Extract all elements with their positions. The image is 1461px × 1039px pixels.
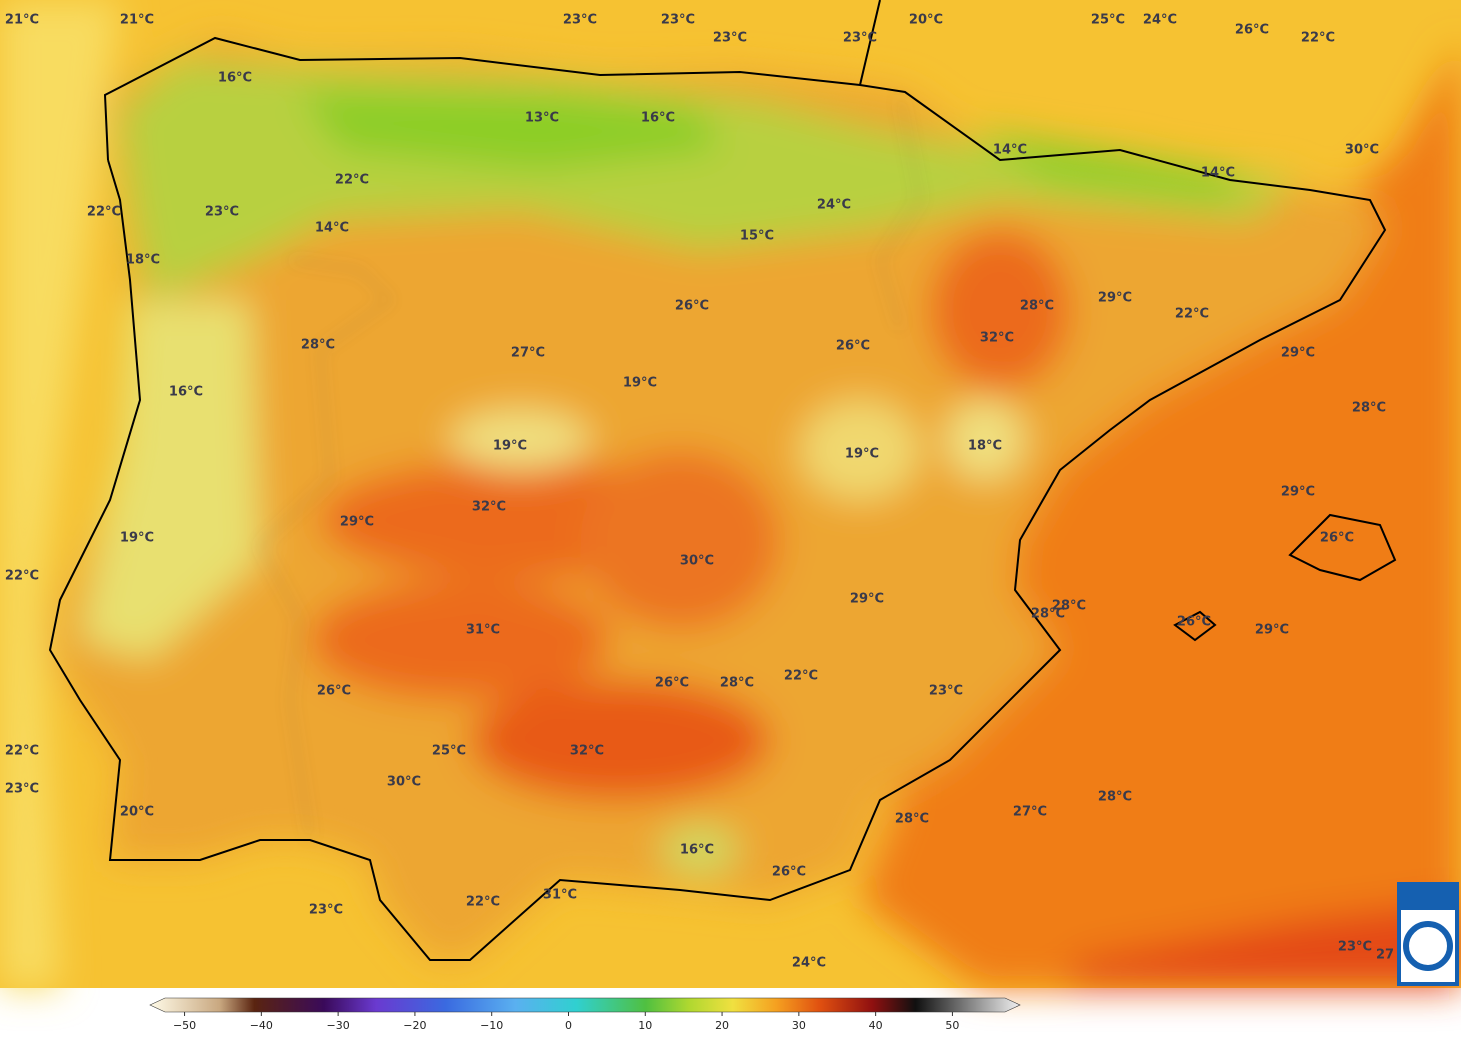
temperature-label: 29°C	[1281, 346, 1315, 361]
temperature-label: 19°C	[493, 439, 527, 454]
temperature-label: 14°C	[315, 221, 349, 236]
temperature-label: 26°C	[1177, 615, 1211, 630]
temperature-label: 22°C	[466, 895, 500, 910]
temperature-label: 23°C	[309, 903, 343, 918]
temperature-label: 28°C	[895, 812, 929, 827]
temperature-label: 22°C	[1301, 31, 1335, 46]
colorbar-tick-label: 30	[792, 1019, 806, 1032]
temperature-label: 28°C	[1020, 299, 1054, 314]
temperature-label: 26°C	[1235, 23, 1269, 38]
temperature-label: 28°C	[301, 338, 335, 353]
coastline	[48, 0, 1397, 961]
temperature-label: 19°C	[120, 531, 154, 546]
temperature-label: 26°C	[317, 684, 351, 699]
temperature-label: 15°C	[740, 229, 774, 244]
temperature-label: 22°C	[5, 744, 39, 759]
temperature-label: 22°C	[1175, 307, 1209, 322]
temperature-label: 22°C	[335, 173, 369, 188]
colorbar-tick-label: −50	[173, 1019, 196, 1032]
temperature-label: 26°C	[655, 676, 689, 691]
temperature-label: 26°C	[772, 865, 806, 880]
temperature-field	[0, 0, 1461, 988]
temperature-label: 22°C	[5, 569, 39, 584]
temperature-label: 23°C	[713, 31, 747, 46]
temperature-label: 28°C	[1031, 607, 1065, 622]
temperature-label: 23°C	[563, 13, 597, 28]
temperature-label: 29°C	[1281, 485, 1315, 500]
temperature-label: 22°C	[87, 205, 121, 220]
colorbar-tick-label: 20	[715, 1019, 729, 1032]
temperature-label: 20°C	[120, 805, 154, 820]
temperature-label: 32°C	[472, 500, 506, 515]
temperature-label: 16°C	[680, 843, 714, 858]
temperature-label: 14°C	[1201, 166, 1235, 181]
temperature-label: 32°C	[980, 331, 1014, 346]
temperature-label: 21°C	[5, 13, 39, 28]
temperature-label: 32°C	[570, 744, 604, 759]
temperature-label: 29°C	[340, 515, 374, 530]
temperature-label: 18°C	[126, 253, 160, 268]
temperature-label: 13°C	[525, 111, 559, 126]
colorbar-tick-label: 10	[638, 1019, 652, 1032]
temperature-label: 22°C	[784, 669, 818, 684]
temperature-label: 29°C	[1098, 291, 1132, 306]
temperature-label: 27°C	[1013, 805, 1047, 820]
temperature-label: 26°C	[675, 299, 709, 314]
colorbar-tick-label: −20	[403, 1019, 426, 1032]
temperature-label: 28°C	[1098, 790, 1132, 805]
temperature-label: 26°C	[836, 339, 870, 354]
temperature-label: 30°C	[1345, 143, 1379, 158]
colorbar-tick-label: 0	[565, 1019, 572, 1032]
logo-swirl	[1403, 921, 1453, 971]
temperature-label: 20°C	[909, 13, 943, 28]
temperature-label: 30°C	[387, 775, 421, 790]
temperature-label: 23°C	[661, 13, 695, 28]
colorbar-tick-label: −30	[327, 1019, 350, 1032]
temperature-label: 19°C	[623, 376, 657, 391]
temperature-label: 27°C	[511, 346, 545, 361]
temperature-label: 19°C	[845, 447, 879, 462]
temperature-label: 24°C	[817, 198, 851, 213]
colorbar-tick-label: −40	[250, 1019, 273, 1032]
temperature-label: 21°C	[120, 13, 154, 28]
logo-emblem	[1401, 910, 1455, 982]
temperature-label: 24°C	[792, 956, 826, 971]
temperature-label: 23°C	[205, 205, 239, 220]
temperature-label: 23°C	[5, 782, 39, 797]
temperature-label: 25°C	[1091, 13, 1125, 28]
colorbar-tick-label: 50	[945, 1019, 959, 1032]
temperature-label: 25°C	[432, 744, 466, 759]
colorbar-tick-label: 40	[869, 1019, 883, 1032]
temperature-label: 28°C	[1352, 401, 1386, 416]
temperature-label: 29°C	[1255, 623, 1289, 638]
temperature-label: 30°C	[680, 554, 714, 569]
colorbar-tick-label: −10	[480, 1019, 503, 1032]
temperature-label: 16°C	[641, 111, 675, 126]
temperature-label: 31°C	[466, 623, 500, 638]
temperature-label: 23°C	[843, 31, 877, 46]
colorbar	[149, 997, 1021, 1013]
map-area	[0, 0, 1461, 988]
temperature-label: 31°C	[543, 888, 577, 903]
temperature-label: 28°C	[720, 676, 754, 691]
temperature-label: 26°C	[1320, 531, 1354, 546]
temperature-label: 23°C	[929, 684, 963, 699]
temperature-label: 14°C	[993, 143, 1027, 158]
temperature-label: 23°C	[1338, 940, 1372, 955]
temperature-label: 29°C	[850, 592, 884, 607]
temperature-label: 18°C	[968, 439, 1002, 454]
temperature-label: 16°C	[218, 71, 252, 86]
temperature-label: 16°C	[169, 385, 203, 400]
temperature-label: 24°C	[1143, 13, 1177, 28]
temperature-label: 28°C	[1052, 599, 1086, 614]
temperature-label: 27	[1376, 948, 1394, 963]
borders	[259, 94, 921, 841]
